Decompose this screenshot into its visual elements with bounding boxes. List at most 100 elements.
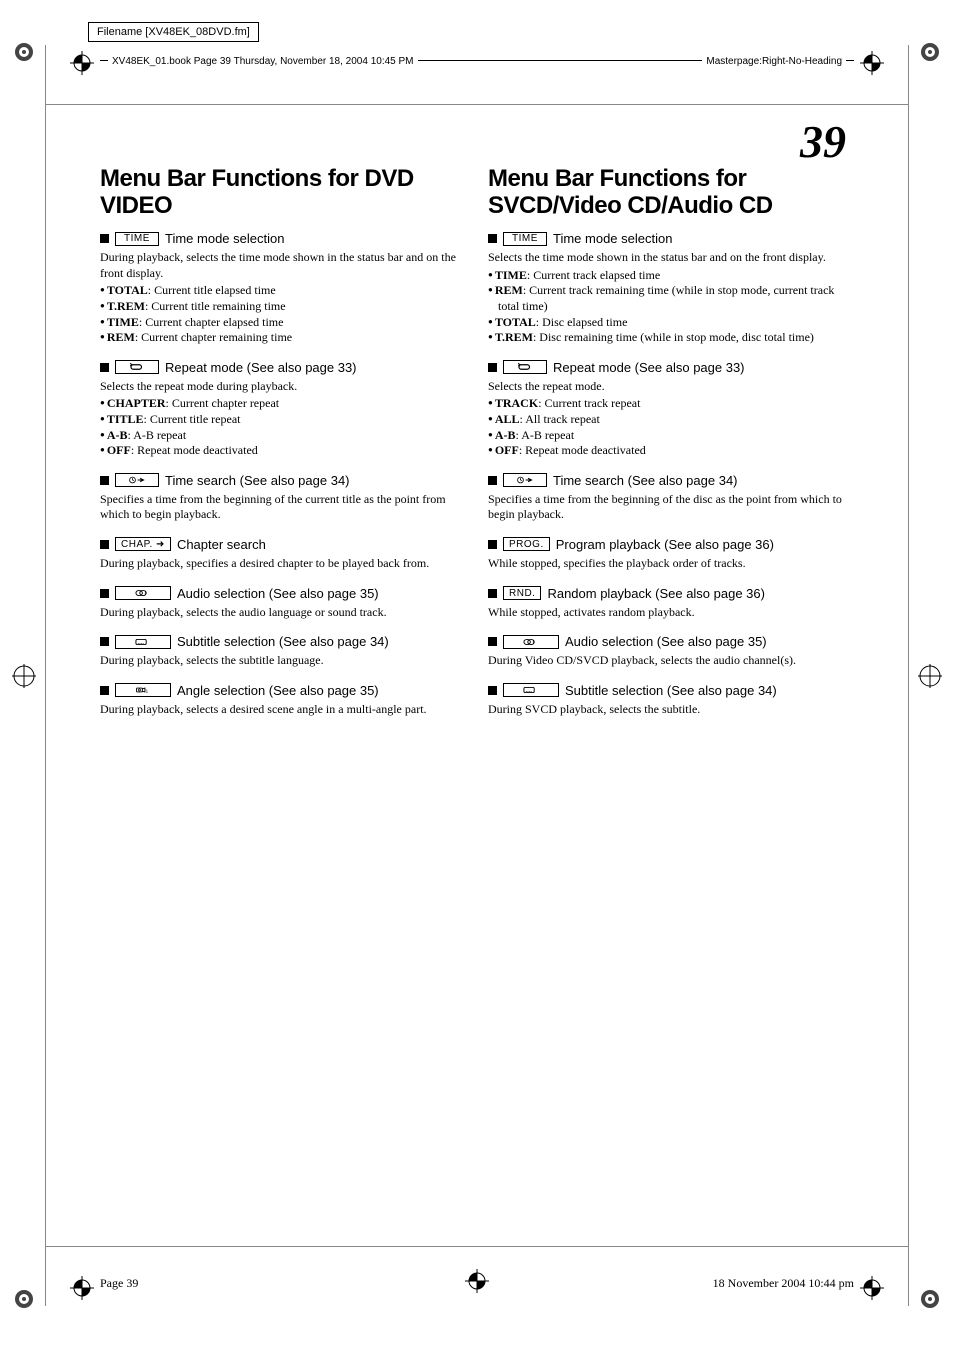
bullet-term: CHAPTER (107, 396, 166, 410)
page: Filename [XV48EK_08DVD.fm] XV48EK_01.boo… (0, 0, 954, 1351)
item-title: Chapter search (177, 537, 266, 552)
bullet-item: TOTAL: Disc elapsed time (488, 315, 854, 331)
menu-item: 1Angle selection (See also page 35)Durin… (100, 683, 466, 718)
bullet-list: TIME: Current track elapsed timeREM: Cur… (488, 268, 854, 346)
reg-mark-icon (918, 1287, 942, 1311)
bullet-term: T.REM (495, 330, 533, 344)
menu-item: Time search (See also page 34)Specifies … (100, 473, 466, 523)
bullet-term: A-B (495, 428, 516, 442)
bullet-list: CHAPTER: Current chapter repeatTITLE: Cu… (100, 396, 466, 458)
svg-text:1: 1 (146, 689, 149, 694)
bullet-desc: : Current title repeat (144, 412, 241, 426)
item-title: Subtitle selection (See also page 34) (565, 683, 777, 698)
bullet-desc: : Repeat mode deactivated (131, 443, 258, 457)
square-bullet-icon (488, 540, 497, 549)
reg-cross-icon (70, 51, 94, 75)
bullet-item: A-B: A-B repeat (488, 428, 854, 444)
bullet-term: ALL (495, 412, 520, 426)
square-bullet-icon (100, 476, 109, 485)
item-body: Selects the time mode shown in the statu… (488, 250, 854, 266)
bullet-term: TITLE (107, 412, 144, 426)
menu-item: Repeat mode (See also page 33)Selects th… (100, 360, 466, 459)
item-body: During playback, selects the audio langu… (100, 605, 466, 621)
item-body: During playback, selects the time mode s… (100, 250, 466, 281)
item-head: Subtitle selection (See also page 34) (488, 683, 854, 698)
item-body: During Video CD/SVCD playback, selects t… (488, 653, 854, 669)
content-area: Menu Bar Functions for DVD VIDEO TIME Tim… (100, 165, 854, 731)
reg-cross-icon (860, 1276, 884, 1300)
square-bullet-icon (100, 363, 109, 372)
square-bullet-icon (100, 540, 109, 549)
bullet-term: T.REM (107, 299, 145, 313)
header-right-text: Masterpage:Right-No-Heading (702, 56, 846, 67)
bullet-desc: : A-B repeat (516, 428, 575, 442)
footer-left: Page 39 (100, 1276, 138, 1291)
menu-item: TIME Time mode selection During playback, … (100, 231, 466, 346)
right-heading: Menu Bar Functions for SVCD/Video CD/Aud… (488, 165, 854, 219)
bullet-term: TOTAL (107, 283, 148, 297)
square-bullet-icon (488, 234, 497, 243)
menu-item: Repeat mode (See also page 33)Selects th… (488, 360, 854, 459)
item-body: During SVCD playback, selects the subtit… (488, 702, 854, 718)
bullet-desc: : A-B repeat (128, 428, 187, 442)
reg-cross-icon (465, 1269, 489, 1293)
item-head: Repeat mode (See also page 33) (488, 360, 854, 375)
reg-cross-icon (70, 1276, 94, 1300)
bullet-item: REM: Current track remaining time (while… (488, 283, 854, 314)
square-bullet-icon (488, 686, 497, 695)
reg-cross-icon (860, 51, 884, 75)
bullet-desc: : Current chapter repeat (166, 396, 280, 410)
bullet-item: TITLE: Current title repeat (100, 412, 466, 428)
bullet-item: OFF: Repeat mode deactivated (488, 443, 854, 459)
square-bullet-icon (100, 686, 109, 695)
bullet-desc: : Disc elapsed time (536, 315, 628, 329)
item-title: Audio selection (See also page 35) (565, 634, 767, 649)
bullet-desc: : Disc remaining time (while in stop mod… (533, 330, 814, 344)
menu-item: Subtitle selection (See also page 34) Dur… (100, 634, 466, 669)
crop-line-bottom (45, 1246, 909, 1247)
item-body: During playback, selects the subtitle la… (100, 653, 466, 669)
crop-line-top (45, 104, 909, 105)
square-bullet-icon (488, 363, 497, 372)
item-head: Audio selection (See also page 35) (100, 586, 466, 601)
reg-mark-icon (12, 664, 36, 688)
square-bullet-icon (488, 589, 497, 598)
repeat-icon (115, 360, 159, 374)
item-head: Subtitle selection (See also page 34) (100, 634, 466, 649)
bullet-item: OFF: Repeat mode deactivated (100, 443, 466, 459)
square-bullet-icon (488, 476, 497, 485)
time-icon: TIME (115, 232, 159, 246)
item-head: CHAP. ➜Chapter search (100, 537, 466, 552)
timesearch-icon (503, 473, 547, 487)
bullet-item: CHAPTER: Current chapter repeat (100, 396, 466, 412)
square-bullet-icon (100, 637, 109, 646)
bullet-term: TRACK (495, 396, 538, 410)
repeat-icon (503, 360, 547, 374)
square-bullet-icon (488, 637, 497, 646)
left-heading: Menu Bar Functions for DVD VIDEO (100, 165, 466, 219)
bullet-term: OFF (495, 443, 519, 457)
item-title: Time mode selection (165, 231, 284, 246)
reg-mark-icon (12, 1287, 36, 1311)
item-title: Time search (See also page 34) (165, 473, 350, 488)
angle-icon: 1 (115, 683, 171, 697)
bullet-desc: : Current track elapsed time (527, 268, 660, 282)
item-head: Time search (See also page 34) (100, 473, 466, 488)
menu-item: RND.Random playback (See also page 36)Wh… (488, 586, 854, 621)
bullet-term: A-B (107, 428, 128, 442)
item-head: PROG.Program playback (See also page 36) (488, 537, 854, 552)
bullet-item: TRACK: Current track repeat (488, 396, 854, 412)
item-head: Repeat mode (See also page 33) (100, 360, 466, 375)
footer-right: 18 November 2004 10:44 pm (713, 1276, 854, 1291)
menu-item: PROG.Program playback (See also page 36)… (488, 537, 854, 572)
bullet-desc: : Current track repeat (538, 396, 640, 410)
item-title: Random playback (See also page 36) (547, 586, 765, 601)
bullet-item: REM: Current chapter remaining time (100, 330, 466, 346)
page-number: 39 (800, 115, 846, 168)
item-title: Subtitle selection (See also page 34) (177, 634, 389, 649)
bullet-list: TOTAL: Current title elapsed timeT.REM: … (100, 283, 466, 345)
bullet-desc: : Current track remaining time (while in… (498, 283, 834, 313)
bullet-item: TIME: Current chapter elapsed time (100, 315, 466, 331)
item-title: Program playback (See also page 36) (556, 537, 774, 552)
item-title: Audio selection (See also page 35) (177, 586, 379, 601)
